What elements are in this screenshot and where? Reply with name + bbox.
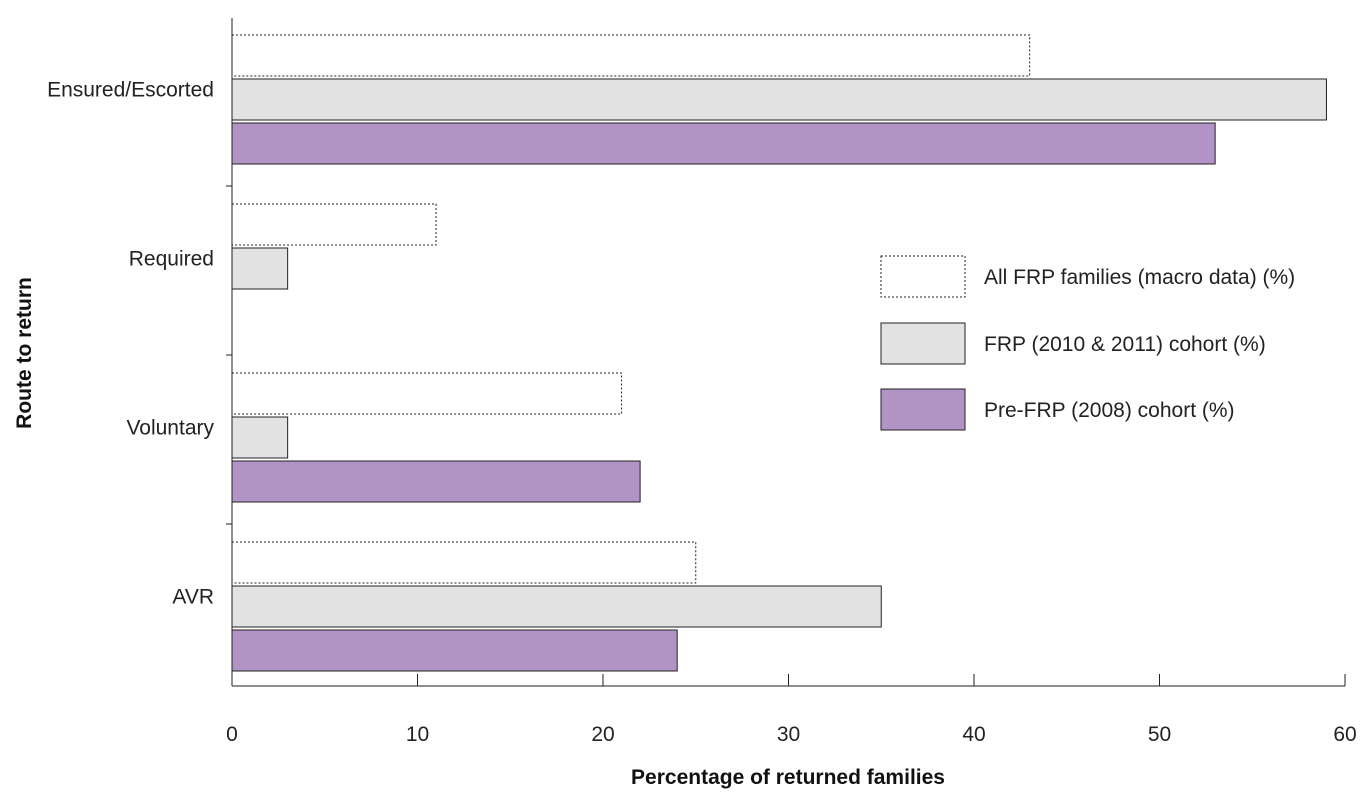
legend-swatch-1 <box>880 255 966 298</box>
legend-label-2: FRP (2010 & 2011) cohort (%) <box>984 333 1266 356</box>
x-tick-label-0: 0 <box>226 723 238 746</box>
bar-2-series-2 <box>231 247 289 290</box>
bar-3-series-3 <box>231 460 641 503</box>
category-label-2: Required <box>129 248 214 271</box>
bars-layer <box>231 34 1327 672</box>
x-tick-label-10: 10 <box>406 723 429 746</box>
x-tick-label-20: 20 <box>591 723 614 746</box>
bar-4-series-1 <box>231 541 697 584</box>
legend-swatch-2 <box>880 322 966 365</box>
x-tick-label-60: 60 <box>1333 723 1356 746</box>
category-label-4: AVR <box>172 586 214 609</box>
bar-4-series-3 <box>231 629 678 672</box>
bar-3-series-1 <box>231 372 623 415</box>
bar-1-series-3 <box>231 122 1216 165</box>
category-label-1: Ensured/Escorted <box>47 79 214 102</box>
x-axis-title: Percentage of returned families <box>631 766 945 789</box>
legend-label-3: Pre-FRP (2008) cohort (%) <box>984 399 1235 422</box>
bar-1-series-2 <box>231 78 1327 121</box>
x-tick-label-40: 40 <box>962 723 985 746</box>
bar-4-series-2 <box>231 585 882 628</box>
y-axis-title: Route to return <box>13 277 36 429</box>
x-tick-label-50: 50 <box>1148 723 1171 746</box>
bar-3-series-2 <box>231 416 289 459</box>
axes-layer <box>226 18 1346 687</box>
category-label-3: Voluntary <box>126 417 214 440</box>
bar-1-series-1 <box>231 34 1031 77</box>
legend-swatch-3 <box>880 388 966 431</box>
labels-layer: 0 10 20 30 40 50 60 Ensured/Escorted Required Vol… <box>13 79 1357 790</box>
bar-2-series-1 <box>231 203 437 246</box>
legend-label-1: All FRP families (macro data) (%) <box>984 266 1295 289</box>
x-tick-label-30: 30 <box>777 723 800 746</box>
legend: All FRP families (macro data) (%) FRP (20… <box>880 255 1295 431</box>
